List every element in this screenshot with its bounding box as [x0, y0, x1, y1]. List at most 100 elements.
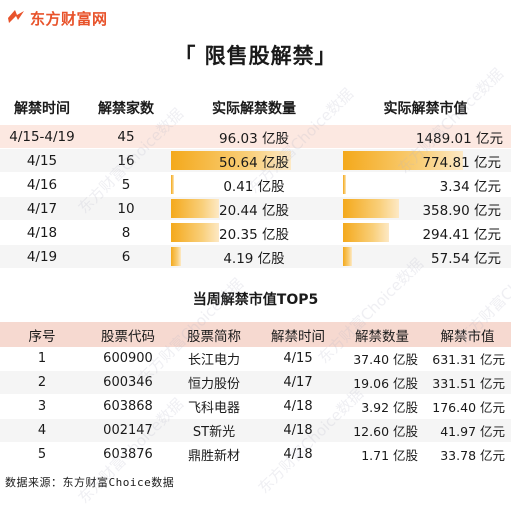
brand-logo: 东方财富网: [6, 6, 108, 30]
header-unlock-date: 解禁时间: [14, 101, 70, 117]
top5-row: 3 603868 飞科电器 4/18 3.92 亿股 176.40 亿元: [0, 394, 511, 419]
header-unlock-date: 解禁时间: [256, 322, 340, 347]
top5-row: 1 600900 长江电力 4/15 37.40 亿股 631.31 亿元: [0, 347, 511, 371]
row-value-cell: 358.90 亿元: [340, 196, 511, 221]
summary-row: 4/19 6 4.19 亿股 57.54 亿元: [0, 244, 511, 269]
row-value-cell: 774.81 亿元: [340, 148, 511, 173]
row-value: 57.54 亿元: [431, 250, 501, 267]
shares-bar: [171, 247, 181, 266]
row-value: 358.90 亿元: [422, 202, 501, 219]
shares-bar: [171, 151, 291, 170]
row-shares: 0.41 亿股: [223, 178, 285, 195]
cell-unlock-shares: 37.40 亿股: [340, 347, 424, 371]
top5-table: 序号 股票代码 股票简称 解禁时间 解禁数量 解禁市值 1 600900 长江电力 4…: [0, 322, 511, 467]
cell-stock-code: 603876: [84, 442, 172, 467]
cell-seq: 3: [0, 394, 84, 419]
total-period: 4/15-4/19: [0, 125, 84, 149]
cell-unlock-shares: 12.60 亿股: [340, 418, 424, 443]
row-date: 4/15: [0, 148, 84, 173]
row-shares-cell: 0.41 亿股: [168, 172, 340, 197]
cell-stock-code: 603868: [84, 394, 172, 419]
cell-stock-name: ST新光: [172, 418, 256, 443]
header-unlock-shares: 解禁数量: [340, 322, 424, 347]
header-stock-code: 股票代码: [84, 322, 172, 347]
row-shares: 50.64 亿股: [219, 154, 289, 171]
top5-row: 5 603876 鼎胜新材 4/18 1.71 亿股 33.78 亿元: [0, 442, 511, 467]
cell-seq: 1: [0, 347, 84, 371]
cell-unlock-date: 4/15: [256, 347, 340, 371]
row-value-cell: 3.34 亿元: [340, 172, 511, 197]
row-count: 10: [84, 196, 168, 221]
total-count: 45: [84, 125, 168, 149]
total-shares: 96.03 亿股: [219, 130, 289, 147]
row-shares: 20.44 亿股: [219, 202, 289, 219]
shares-bar: [171, 199, 219, 218]
header-actual-value: 实际解禁市值: [383, 101, 468, 117]
cell-unlock-date: 4/18: [256, 442, 340, 467]
cell-unlock-value: 631.31 亿元: [424, 347, 511, 371]
row-shares-cell: 20.44 亿股: [168, 196, 340, 221]
top5-row: 2 600346 恒力股份 4/17 19.06 亿股 331.51 亿元: [0, 370, 511, 395]
value-bar: [343, 175, 346, 194]
data-source: 数据来源：东方财富Choice数据: [5, 476, 175, 489]
cell-stock-name: 鼎胜新材: [172, 442, 256, 467]
row-value-cell: 57.54 亿元: [340, 244, 511, 269]
row-shares-cell: 4.19 亿股: [168, 244, 340, 269]
row-date: 4/17: [0, 196, 84, 221]
value-bar: [343, 247, 352, 266]
cell-unlock-shares: 1.71 亿股: [340, 442, 424, 467]
cell-unlock-shares: 3.92 亿股: [340, 394, 424, 419]
row-count: 8: [84, 220, 168, 245]
row-date: 4/18: [0, 220, 84, 245]
summary-total-row: 4/15-4/19 45 96.03 亿股 1489.01 亿元: [0, 125, 511, 149]
header-unlock-value: 解禁市值: [424, 322, 511, 347]
cell-unlock-value: 41.97 亿元: [424, 418, 511, 443]
row-value: 294.41 亿元: [422, 226, 501, 243]
row-date: 4/19: [0, 244, 84, 269]
cell-unlock-date: 4/18: [256, 394, 340, 419]
cell-stock-name: 长江电力: [172, 347, 256, 371]
summary-row: 4/16 5 0.41 亿股 3.34 亿元: [0, 172, 511, 197]
cell-seq: 4: [0, 418, 84, 443]
top5-header-row: 序号 股票代码 股票简称 解禁时间 解禁数量 解禁市值: [0, 322, 511, 347]
cell-stock-name: 飞科电器: [172, 394, 256, 419]
row-value: 3.34 亿元: [439, 178, 501, 195]
cell-unlock-value: 176.40 亿元: [424, 394, 511, 419]
shares-bar: [171, 175, 174, 194]
unlock-summary-table: 解禁时间 解禁家数 实际解禁数量 实际解禁市值 4/15-4/19 45 96.…: [0, 91, 511, 269]
cell-seq: 5: [0, 442, 84, 467]
value-bar: [343, 199, 399, 218]
cell-stock-name: 恒力股份: [172, 370, 256, 395]
row-count: 5: [84, 172, 168, 197]
row-value-cell: 294.41 亿元: [340, 220, 511, 245]
shares-bar: [171, 223, 219, 242]
header-seq: 序号: [0, 322, 84, 347]
row-shares-cell: 50.64 亿股: [168, 148, 340, 173]
row-date: 4/16: [0, 172, 84, 197]
summary-row: 4/17 10 20.44 亿股 358.90 亿元: [0, 196, 511, 221]
summary-header-row: 解禁时间 解禁家数 实际解禁数量 实际解禁市值: [0, 91, 511, 125]
row-count: 16: [84, 148, 168, 173]
cell-stock-code: 600346: [84, 370, 172, 395]
page-title: 「 限售股解禁」: [174, 44, 337, 68]
row-shares: 20.35 亿股: [219, 226, 289, 243]
total-value: 1489.01 亿元: [415, 130, 503, 147]
summary-row: 4/15 16 50.64 亿股 774.81 亿元: [0, 148, 511, 173]
brand-logo-icon: [8, 10, 24, 23]
cell-unlock-date: 4/17: [256, 370, 340, 395]
value-bar: [343, 151, 463, 170]
header-company-count: 解禁家数: [98, 101, 154, 117]
cell-unlock-value: 331.51 亿元: [424, 370, 511, 395]
cell-stock-code: 600900: [84, 347, 172, 371]
row-count: 6: [84, 244, 168, 269]
row-value: 774.81 亿元: [422, 154, 501, 171]
row-shares: 4.19 亿股: [223, 250, 285, 267]
cell-unlock-shares: 19.06 亿股: [340, 370, 424, 395]
top5-row: 4 002147 ST新光 4/18 12.60 亿股 41.97 亿元: [0, 418, 511, 443]
header-actual-shares: 实际解禁数量: [212, 101, 296, 117]
cell-seq: 2: [0, 370, 84, 395]
summary-row: 4/18 8 20.35 亿股 294.41 亿元: [0, 220, 511, 245]
brand-name: 东方财富网: [30, 9, 108, 28]
value-bar: [343, 223, 389, 242]
cell-unlock-value: 33.78 亿元: [424, 442, 511, 467]
